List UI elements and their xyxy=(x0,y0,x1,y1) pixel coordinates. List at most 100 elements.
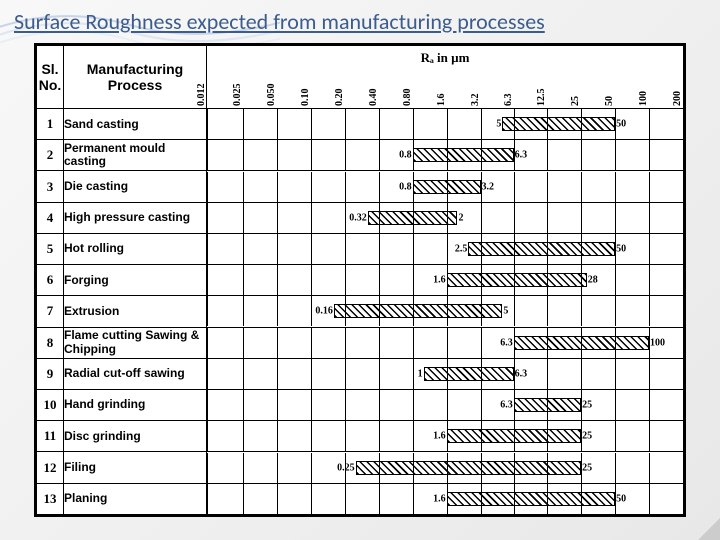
bar-label-min: 0.8 xyxy=(399,150,412,161)
table-row: 4High pressure casting 0.32 2 xyxy=(37,202,684,233)
bar-label-min: 1.6 xyxy=(433,493,446,504)
table-row: 9Radial cut-off sawing16.3 xyxy=(37,358,684,389)
row-number: 3 xyxy=(37,171,64,202)
ra-cell: 0.8 3.2 xyxy=(207,171,684,202)
table-row: 8Flame cutting Sawing & Chipping 6.3 100 xyxy=(37,327,684,358)
process-name: Planing xyxy=(64,483,207,514)
ra-bar: 550 xyxy=(502,117,615,131)
ra-cell: 16.3 xyxy=(207,358,684,389)
row-number: 1 xyxy=(37,109,64,140)
bar-label-max: 100 xyxy=(650,337,665,348)
bar-label-min: 0.25 xyxy=(337,462,355,473)
process-name: Radial cut-off sawing xyxy=(64,358,207,389)
bar-label-max: 2 xyxy=(458,212,463,223)
bar-label-max: 6.3 xyxy=(515,150,528,161)
page-corner-fold xyxy=(698,518,720,540)
row-number: 9 xyxy=(37,358,64,389)
bar-label-max: 50 xyxy=(616,119,626,130)
ra-cell: 0.16 5 xyxy=(207,296,684,327)
ra-cell: 0.25 25 xyxy=(207,452,684,483)
bar-label-max: 3.2 xyxy=(482,181,495,192)
process-name: Flame cutting Sawing & Chipping xyxy=(64,327,207,358)
ra-bar: 1.650 xyxy=(447,492,616,506)
process-name: Hot rolling xyxy=(64,233,207,264)
ra-cell: 5 50 xyxy=(207,109,684,140)
row-number: 2 xyxy=(37,140,64,171)
ra-cell: 2.5 50 xyxy=(207,233,684,264)
header-ra: Rₐ in µm 0.0120.0250.0500.100.200.400.80… xyxy=(207,46,684,109)
ra-bar: 6.3100 xyxy=(514,336,649,350)
ra-bar: 0.83.2 xyxy=(413,180,481,194)
table-row: 2Permanent mould casting 0.8 6.3 xyxy=(37,140,684,171)
ra-tick: 100 xyxy=(638,91,649,106)
bar-label-min: 2.5 xyxy=(455,243,468,254)
row-number: 8 xyxy=(37,327,64,358)
bar-label-max: 25 xyxy=(582,431,592,442)
process-name: Extrusion xyxy=(64,296,207,327)
bar-label-max: 5 xyxy=(503,306,508,317)
ra-tick: 0.40 xyxy=(368,89,379,107)
ra-tick: 0.10 xyxy=(300,89,311,107)
table-row: 12Filing0.2525 xyxy=(37,452,684,483)
ra-bar: 0.165 xyxy=(334,304,503,318)
ra-ticks: 0.0120.0250.0500.100.200.400.801.63.26.3… xyxy=(207,68,683,108)
table-row: 5Hot rolling 2.5 50 xyxy=(37,233,684,264)
bar-label-min: 5 xyxy=(496,119,501,130)
roughness-table: Sl. No. Manufacturing Process Rₐ in µm 0… xyxy=(34,43,686,517)
ra-bar: 16.3 xyxy=(424,367,514,381)
ra-cell: 6.3 25 xyxy=(207,389,684,420)
ra-cell: 6.3 100 xyxy=(207,327,684,358)
bar-label-min: 6.3 xyxy=(500,400,513,411)
ra-cell: 0.32 2 xyxy=(207,202,684,233)
ra-bar: 6.325 xyxy=(514,398,581,412)
ra-tick: 0.80 xyxy=(402,89,413,107)
table-row: 11Disc grinding1.625 xyxy=(37,421,684,452)
row-number: 12 xyxy=(37,452,64,483)
ra-cell: 1.6 25 xyxy=(207,421,684,452)
process-name: Permanent mould casting xyxy=(64,140,207,171)
ra-bar: 2.550 xyxy=(468,242,615,256)
bar-label-min: 6.3 xyxy=(500,337,513,348)
bar-label-max: 25 xyxy=(582,462,592,473)
table-row: 6Forging1.628 xyxy=(37,265,684,296)
ra-cell: 0.8 6.3 xyxy=(207,140,684,171)
row-number: 5 xyxy=(37,233,64,264)
ra-tick: 25 xyxy=(570,96,581,106)
ra-bar: 1.628 xyxy=(447,273,587,287)
bar-label-max: 25 xyxy=(582,400,592,411)
bar-label-max: 28 xyxy=(588,275,598,286)
table-row: 7Extrusion 0.16 5 xyxy=(37,296,684,327)
bar-label-max: 50 xyxy=(616,493,626,504)
bar-label-min: 1.6 xyxy=(433,431,446,442)
bar-label-min: 0.16 xyxy=(315,306,333,317)
bar-label-min: 1.6 xyxy=(433,275,446,286)
row-number: 7 xyxy=(37,296,64,327)
bar-label-min: 1 xyxy=(418,368,423,379)
process-name: Die casting xyxy=(64,171,207,202)
ra-cell: 1.6 50 xyxy=(207,483,684,514)
ra-bar: 0.2525 xyxy=(356,461,581,475)
bar-label-min: 0.8 xyxy=(399,181,412,192)
process-name: High pressure casting xyxy=(64,202,207,233)
ra-tick: 6.3 xyxy=(503,94,514,107)
process-name: Hand grinding xyxy=(64,389,207,420)
table-row: 10Hand grinding 6.3 25 xyxy=(37,389,684,420)
page-title: Surface Roughness expected from manufact… xyxy=(0,0,720,35)
ra-tick: 12.5 xyxy=(536,89,547,107)
table-row: 3Die casting 0.8 3.2 xyxy=(37,171,684,202)
ra-cell: 1.6 28 xyxy=(207,265,684,296)
ra-tick: 0.20 xyxy=(334,89,345,107)
bar-label-min: 0.32 xyxy=(349,212,367,223)
row-number: 10 xyxy=(37,389,64,420)
row-number: 4 xyxy=(37,202,64,233)
ra-tick: 1.6 xyxy=(436,94,447,107)
bar-label-max: 6.3 xyxy=(515,368,528,379)
bar-label-max: 50 xyxy=(616,243,626,254)
ra-tick: 3.2 xyxy=(470,94,481,107)
ra-tick: 200 xyxy=(672,91,683,106)
ra-bar: 0.86.3 xyxy=(413,148,514,162)
table-row: 1Sand casting550 xyxy=(37,109,684,140)
row-number: 11 xyxy=(37,421,64,452)
ra-tick: 0.025 xyxy=(232,84,243,107)
header-process: Manufacturing Process xyxy=(64,46,207,109)
